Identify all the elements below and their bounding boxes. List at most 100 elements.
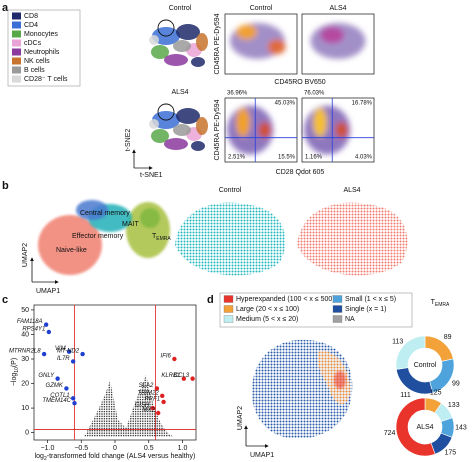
- density: [320, 27, 344, 43]
- panel-label: b: [2, 180, 9, 192]
- density-cloud: [227, 105, 274, 155]
- umap-cloud: [317, 350, 351, 405]
- cluster-label: Central memory: [80, 210, 130, 217]
- tsne-cluster: [173, 124, 191, 136]
- text-part: T: [431, 299, 436, 306]
- legend-swatch: [12, 75, 21, 83]
- gene-point: [70, 359, 76, 364]
- legend-label: Monocytes: [24, 31, 58, 38]
- legend-label: Hyperexpanded (100 < x ≤ 500): [236, 296, 335, 303]
- legend-swatch: [12, 30, 21, 38]
- tsne-gate: [157, 103, 175, 121]
- donut-value: 724: [384, 430, 396, 437]
- tsne-cluster: [176, 108, 200, 124]
- donut-value: 111: [400, 392, 411, 399]
- percent-label: 4.03%: [355, 155, 373, 161]
- density: [335, 122, 348, 138]
- y-tick-label: 10: [21, 405, 29, 412]
- tsne-cluster: [191, 57, 205, 67]
- umap-cloud: [297, 202, 408, 276]
- legend-label: NA: [345, 316, 355, 323]
- donut-value: 133: [448, 402, 460, 409]
- axis-label: CD45RO BV650: [274, 79, 325, 86]
- axis-label: CD45RA PE-Dy594: [214, 99, 221, 160]
- gene-label: VIM: [55, 346, 66, 352]
- tsne-cluster: [176, 24, 200, 40]
- gene-label: MTRNR2L8: [9, 349, 41, 355]
- tsne-cluster: [151, 45, 169, 59]
- legend-swatch: [332, 315, 343, 323]
- gene-point: [64, 386, 69, 391]
- axis-label: UMAP2: [22, 243, 29, 267]
- umap-cluster: [140, 208, 160, 228]
- text-part: T: [152, 233, 157, 240]
- umap-cluster: [76, 200, 108, 220]
- gene-point: [72, 400, 77, 406]
- axis-label: UMAP1: [250, 452, 274, 459]
- donut-segment: [395, 367, 434, 395]
- y-axis-label: −log10(P): [11, 358, 20, 386]
- gene-label: FAM118A: [17, 319, 43, 325]
- legend-swatch: [223, 305, 234, 313]
- panel-label: c: [2, 294, 8, 306]
- axis-label: CD28 Qdot 605: [276, 169, 325, 176]
- umap-cluster: [38, 215, 102, 275]
- gene-label: MT-ND2: [57, 349, 80, 355]
- legend-swatch: [223, 295, 234, 303]
- donut-value: 89: [444, 334, 452, 341]
- subscript: EMRA: [435, 302, 450, 308]
- legend-label: Neutrophils: [24, 49, 60, 56]
- subscript: 10: [14, 367, 20, 373]
- gene-point: [190, 376, 195, 381]
- cluster-label: Effector memory: [72, 233, 124, 240]
- legend-swatch: [223, 315, 234, 323]
- text-part: log: [35, 453, 44, 460]
- legend-label: CD8: [24, 13, 38, 20]
- legend-swatch: [332, 305, 343, 313]
- gene-label: IL7R: [57, 356, 70, 362]
- legend-label: NK cells: [24, 58, 50, 65]
- plot-title: Control: [219, 187, 242, 194]
- gene-point: [55, 376, 60, 381]
- panel-label: d: [207, 294, 214, 306]
- gene-point: [156, 410, 161, 416]
- legend-label: CD28⁻ T cells: [24, 76, 68, 83]
- legend-box: [219, 292, 413, 328]
- tsne-cluster: [151, 129, 169, 143]
- cluster-label: Naive-like: [56, 247, 87, 254]
- gene-point: [80, 351, 85, 357]
- legend-label: CD4: [24, 22, 38, 29]
- text-part: −log: [11, 373, 18, 387]
- axis-label: t-SNE2: [125, 129, 132, 152]
- plot-title: ALS4: [171, 89, 188, 96]
- text-part: -transformed fold change (ALS4 versus he…: [47, 453, 196, 460]
- tsne-cluster: [164, 54, 188, 66]
- percent-label: 15.5%: [278, 155, 296, 161]
- gene-label: RPS4Y1: [22, 327, 45, 333]
- legend-swatch: [12, 66, 21, 74]
- tsne-cluster: [191, 141, 205, 151]
- gene-point: [172, 356, 177, 362]
- y-tick-label: 20: [21, 380, 29, 387]
- gene-point: [46, 329, 52, 335]
- x-axis-label: log2-transformed fold change (ALS4 versu…: [35, 453, 196, 462]
- y-tick-label: 50: [21, 307, 29, 314]
- tsne-cluster: [196, 33, 208, 51]
- tsne-cluster: [164, 138, 188, 150]
- percent-label: 16.78%: [352, 101, 373, 107]
- x-tick-label: −1.0: [41, 445, 55, 452]
- legend-label: Large (20 < x ≤ 100): [236, 306, 299, 313]
- y-tick-label: 0: [25, 429, 29, 436]
- tsne-cluster: [173, 40, 191, 52]
- gene-label: COTL1: [50, 393, 69, 399]
- cluster-label: TEMRA: [152, 233, 171, 242]
- x-tick-label: 0: [113, 445, 117, 452]
- donut-title: ALS4: [416, 424, 433, 431]
- gene-label: TRIM22: [137, 390, 159, 396]
- legend-swatch: [12, 48, 21, 56]
- legend-swatch: [12, 39, 21, 47]
- legend-label: Small (1 < x ≤ 5): [345, 296, 396, 303]
- legend-label: cDCs: [24, 40, 42, 47]
- background-points: [84, 375, 174, 437]
- plot-title: Control: [169, 5, 192, 12]
